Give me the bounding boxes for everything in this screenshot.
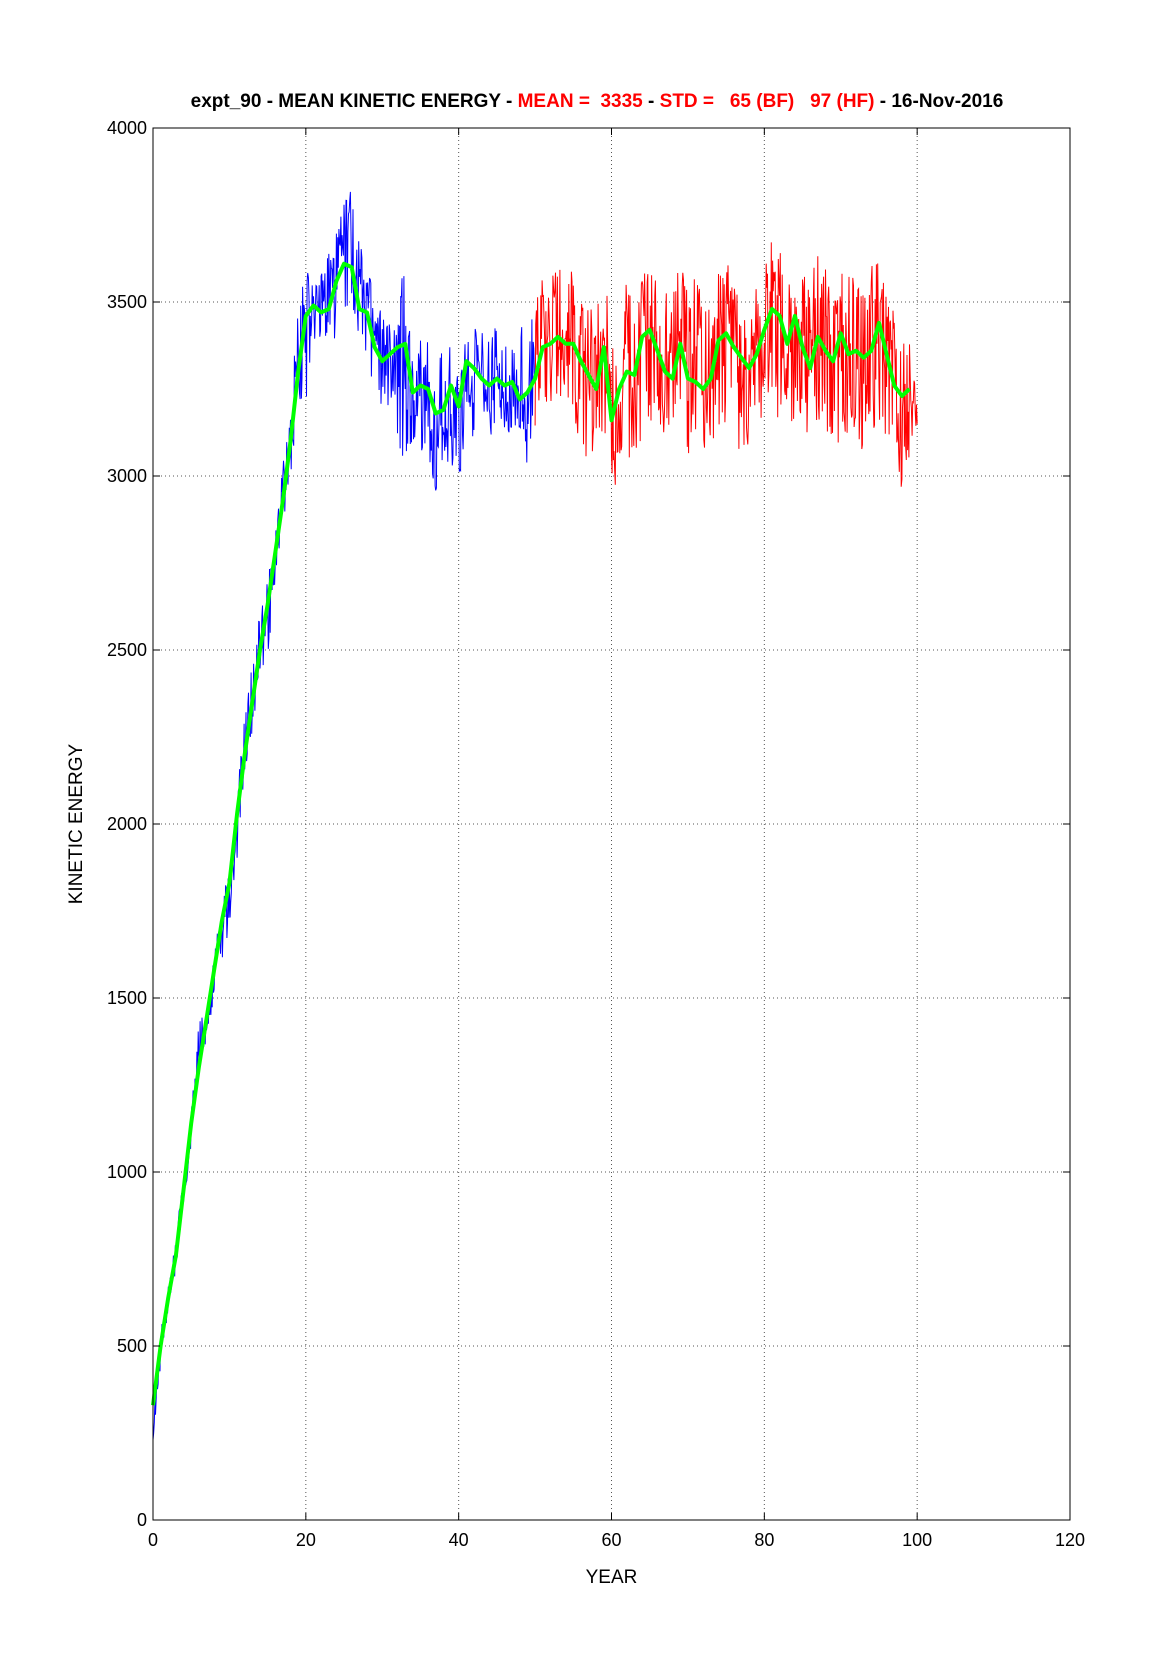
smoothed-line [151, 261, 911, 1406]
x-axis-label: YEAR [586, 1567, 638, 1588]
title-part-1: MEAN = 3335 [518, 91, 644, 112]
y-tick-label: 3000 [107, 466, 147, 486]
series-2 [151, 261, 911, 1406]
title-part-2: - [643, 91, 660, 112]
y-tick-label: 500 [117, 1336, 147, 1356]
y-tick-label: 3500 [107, 292, 147, 312]
title-part-3: STD = 65 (BF) 97 (HF) [660, 91, 875, 112]
title-part-4: - 16-Nov-2016 [874, 91, 1003, 112]
x-tick-label: 80 [754, 1530, 774, 1550]
x-tick-label: 20 [296, 1530, 316, 1550]
y-tick-label: 2500 [107, 640, 147, 660]
x-tick-label: 120 [1055, 1530, 1085, 1550]
x-tick-label: 60 [601, 1530, 621, 1550]
x-tick-label: 40 [449, 1530, 469, 1550]
y-tick-label: 4000 [107, 118, 147, 138]
chart-title: expt_90 - MEAN KINETIC ENERGY - MEAN = 3… [191, 91, 1004, 112]
series-layer [151, 191, 918, 1441]
y-tick-label: 1000 [107, 1162, 147, 1182]
y-axis-label: KINETIC ENERGY [66, 743, 87, 904]
y-tick-label: 1500 [107, 988, 147, 1008]
y-tick-label: 2000 [107, 814, 147, 834]
x-tick-label: 100 [902, 1530, 932, 1550]
y-tick-label: 0 [137, 1510, 147, 1530]
axis-ticks: 0 20 40 60 80 100 120 0 500 1000 1500 2000 2500 3000 3… [107, 118, 1085, 1550]
x-tick-label: 0 [148, 1530, 158, 1550]
title-part-0: expt_90 - MEAN KINETIC ENERGY - [191, 91, 518, 112]
